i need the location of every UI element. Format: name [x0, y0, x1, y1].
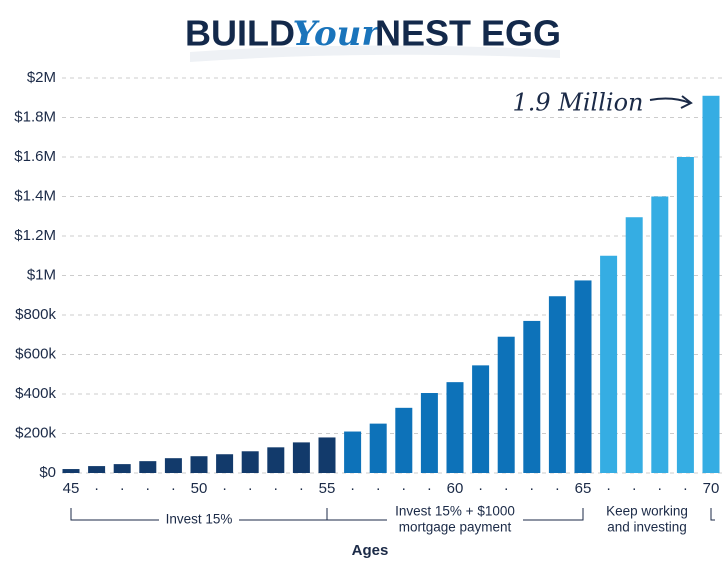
x-tick-label: ·	[401, 480, 406, 497]
bar	[292, 442, 310, 473]
y-tick-label: $0	[39, 464, 56, 481]
bar	[446, 382, 464, 473]
x-tick-label: 45	[63, 480, 80, 497]
x-tick-label: 70	[703, 480, 720, 497]
x-tick-label: 60	[447, 480, 464, 497]
y-tick-label: $1.4M	[14, 187, 56, 204]
bar	[651, 196, 669, 473]
x-tick-label: ·	[504, 480, 509, 497]
x-tick-label: ·	[478, 480, 483, 497]
bar	[216, 454, 234, 473]
x-tick-label: ·	[555, 480, 560, 497]
x-tick-label: ·	[273, 480, 278, 497]
bar	[395, 407, 413, 473]
y-tick-label: $600k	[15, 345, 56, 362]
x-tick-label: ·	[657, 480, 662, 497]
x-tick-label: ·	[248, 480, 253, 497]
phase-label: and investing	[607, 520, 687, 535]
bar	[600, 255, 618, 473]
bar	[625, 217, 643, 473]
bar	[88, 466, 106, 473]
bar	[62, 469, 80, 473]
phase-bracket	[579, 508, 715, 521]
x-tick-label: ·	[94, 480, 99, 497]
y-tick-label: $400k	[15, 385, 56, 402]
x-tick-label: ·	[171, 480, 176, 497]
phase-label: Invest 15%	[166, 512, 233, 527]
annotation: 1.9 Million	[513, 89, 644, 117]
x-tick-label: ·	[683, 480, 688, 497]
phase-label: mortgage payment	[399, 520, 512, 535]
bar	[676, 157, 694, 473]
x-tick-label: 65	[575, 480, 592, 497]
x-tick-label: ·	[606, 480, 611, 497]
bar	[267, 447, 285, 473]
bar	[139, 461, 157, 473]
bar	[113, 464, 131, 473]
x-axis-label: Ages	[352, 542, 389, 559]
x-tick-label: 55	[319, 480, 336, 497]
x-tick-label: ·	[427, 480, 432, 497]
phase-label: Invest 15% + $1000	[395, 504, 515, 519]
bar	[369, 423, 387, 473]
annotation-arrow	[649, 95, 693, 109]
y-tick-label: $1.8M	[14, 108, 56, 125]
x-tick-label: ·	[299, 480, 304, 497]
x-tick-label: 50	[191, 480, 208, 497]
y-tick-label: $2M	[27, 69, 56, 86]
bar	[472, 365, 490, 473]
title-build: BUILD	[185, 13, 295, 54]
x-tick-label: ·	[145, 480, 150, 497]
x-tick-label: ·	[376, 480, 381, 497]
y-tick-label: $200k	[15, 424, 56, 441]
bar	[548, 296, 566, 473]
x-tick-label: ·	[529, 480, 534, 497]
bar	[574, 280, 592, 473]
title-brush	[190, 45, 560, 62]
bar	[190, 456, 208, 473]
title-your: Your	[293, 14, 382, 54]
bar	[164, 458, 182, 473]
bar	[523, 320, 541, 473]
x-tick-label: ·	[632, 480, 637, 497]
bar	[420, 393, 438, 473]
x-tick-label: ·	[222, 480, 227, 497]
y-tick-label: $1.2M	[14, 227, 56, 244]
title-nest-egg: NEST EGG	[375, 13, 561, 54]
phase-label: Keep working	[606, 504, 688, 519]
bar	[241, 451, 259, 473]
bar	[497, 336, 515, 473]
y-tick-label: $1M	[27, 266, 56, 283]
y-tick-label: $1.6M	[14, 148, 56, 165]
x-tick-label: ·	[350, 480, 355, 497]
bar	[344, 431, 362, 473]
x-tick-label: ·	[120, 480, 125, 497]
bar	[318, 437, 336, 473]
y-tick-label: $800k	[15, 306, 56, 323]
bar	[702, 95, 720, 474]
